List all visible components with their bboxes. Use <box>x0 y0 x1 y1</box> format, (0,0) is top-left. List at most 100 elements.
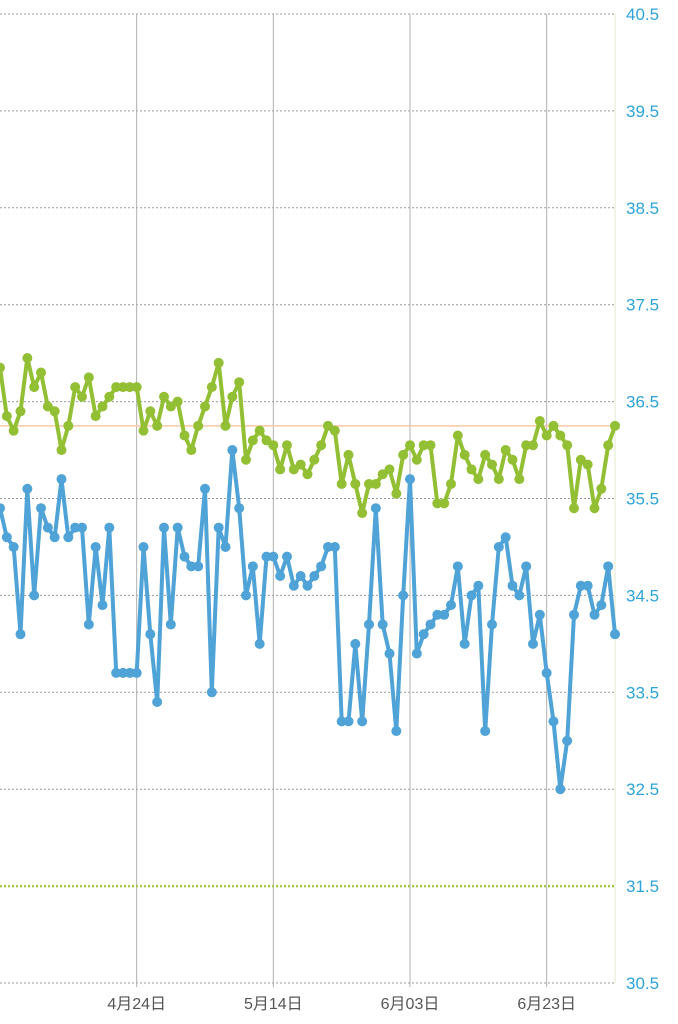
data-point <box>227 391 238 402</box>
data-point <box>247 435 258 446</box>
y-gridlines <box>0 13 615 984</box>
data-point <box>582 459 593 470</box>
data-point <box>118 667 128 678</box>
data-point <box>0 362 5 373</box>
data-point <box>439 609 450 620</box>
data-point <box>268 551 279 562</box>
data-point <box>104 391 115 402</box>
series-line <box>0 356 617 515</box>
data-point <box>514 590 525 601</box>
data-point <box>610 629 620 640</box>
data-point <box>336 478 347 489</box>
data-point <box>213 522 224 533</box>
x-tick-label: 6月23日 <box>517 996 576 1013</box>
x-tick-label: 4月24日 <box>107 996 166 1013</box>
data-point <box>145 629 156 640</box>
data-point <box>507 580 518 591</box>
data-point <box>302 469 313 480</box>
data-point <box>282 440 292 451</box>
data-point <box>90 411 101 422</box>
data-point <box>562 440 573 451</box>
series-layer <box>0 352 620 795</box>
data-point <box>493 541 504 552</box>
data-point <box>555 430 566 441</box>
y-tick-label: 36.5 <box>626 393 659 412</box>
data-point <box>432 609 443 620</box>
y-tick-label: 33.5 <box>626 683 659 702</box>
data-point <box>165 619 176 630</box>
data-point <box>200 483 210 494</box>
reference-lines <box>0 425 615 888</box>
y-tick-label: 31.5 <box>626 877 659 896</box>
data-point <box>302 580 313 591</box>
data-point <box>288 580 299 591</box>
data-point <box>343 449 354 460</box>
data-point <box>364 619 374 630</box>
data-point <box>56 474 67 485</box>
data-point <box>493 474 504 485</box>
data-point <box>603 440 614 451</box>
data-point <box>370 478 381 489</box>
data-point <box>562 735 573 746</box>
x-tick-labels: 4月24日 5月14日 6月03日 6月23日 <box>107 996 576 1013</box>
data-point <box>295 459 306 470</box>
data-point <box>220 541 231 552</box>
data-point <box>377 619 388 630</box>
y-tick-labels: 40.5 39.5 38.5 37.5 36.5 35.5 34.5 33.5 32.5 31.5… <box>626 5 659 993</box>
data-point <box>70 382 81 393</box>
data-point <box>411 648 422 659</box>
data-point <box>15 629 26 640</box>
data-point <box>193 561 204 572</box>
data-point <box>268 440 279 451</box>
data-point <box>309 571 320 582</box>
y-tick-label: 35.5 <box>626 490 659 509</box>
data-point <box>521 440 532 451</box>
data-point <box>186 445 197 456</box>
data-point <box>111 382 122 393</box>
y-tick-label: 39.5 <box>626 102 659 121</box>
data-point <box>29 382 40 393</box>
data-point <box>439 498 450 509</box>
data-point <box>548 716 559 727</box>
data-point <box>487 619 497 630</box>
data-point <box>541 667 552 678</box>
data-point <box>610 420 620 431</box>
data-point <box>49 532 60 543</box>
data-point <box>118 382 128 393</box>
data-point <box>193 420 204 431</box>
data-point <box>534 415 545 426</box>
data-point <box>152 696 163 707</box>
data-point <box>466 464 477 475</box>
data-point <box>500 445 511 456</box>
data-point <box>172 396 183 407</box>
series-line <box>0 448 617 792</box>
data-point <box>36 367 46 378</box>
data-point <box>384 648 395 659</box>
data-point <box>179 430 190 441</box>
data-point <box>575 580 586 591</box>
data-point <box>77 391 87 402</box>
data-point <box>159 391 169 402</box>
data-point <box>425 440 436 451</box>
data-point <box>131 667 142 678</box>
data-point <box>432 498 443 509</box>
data-point <box>418 629 429 640</box>
data-point <box>1 532 12 543</box>
data-point <box>172 522 183 533</box>
series-1 <box>0 352 620 519</box>
data-point <box>111 667 122 678</box>
data-point <box>405 440 415 451</box>
series-2 <box>0 445 620 795</box>
data-point <box>418 440 429 451</box>
data-point <box>398 590 409 601</box>
data-point <box>275 464 286 475</box>
data-point <box>22 352 33 363</box>
data-point <box>15 406 26 417</box>
data-point <box>596 600 607 611</box>
data-point <box>261 551 272 562</box>
data-point <box>200 401 210 412</box>
data-point <box>97 600 108 611</box>
data-point <box>254 425 265 436</box>
data-point <box>569 503 579 514</box>
